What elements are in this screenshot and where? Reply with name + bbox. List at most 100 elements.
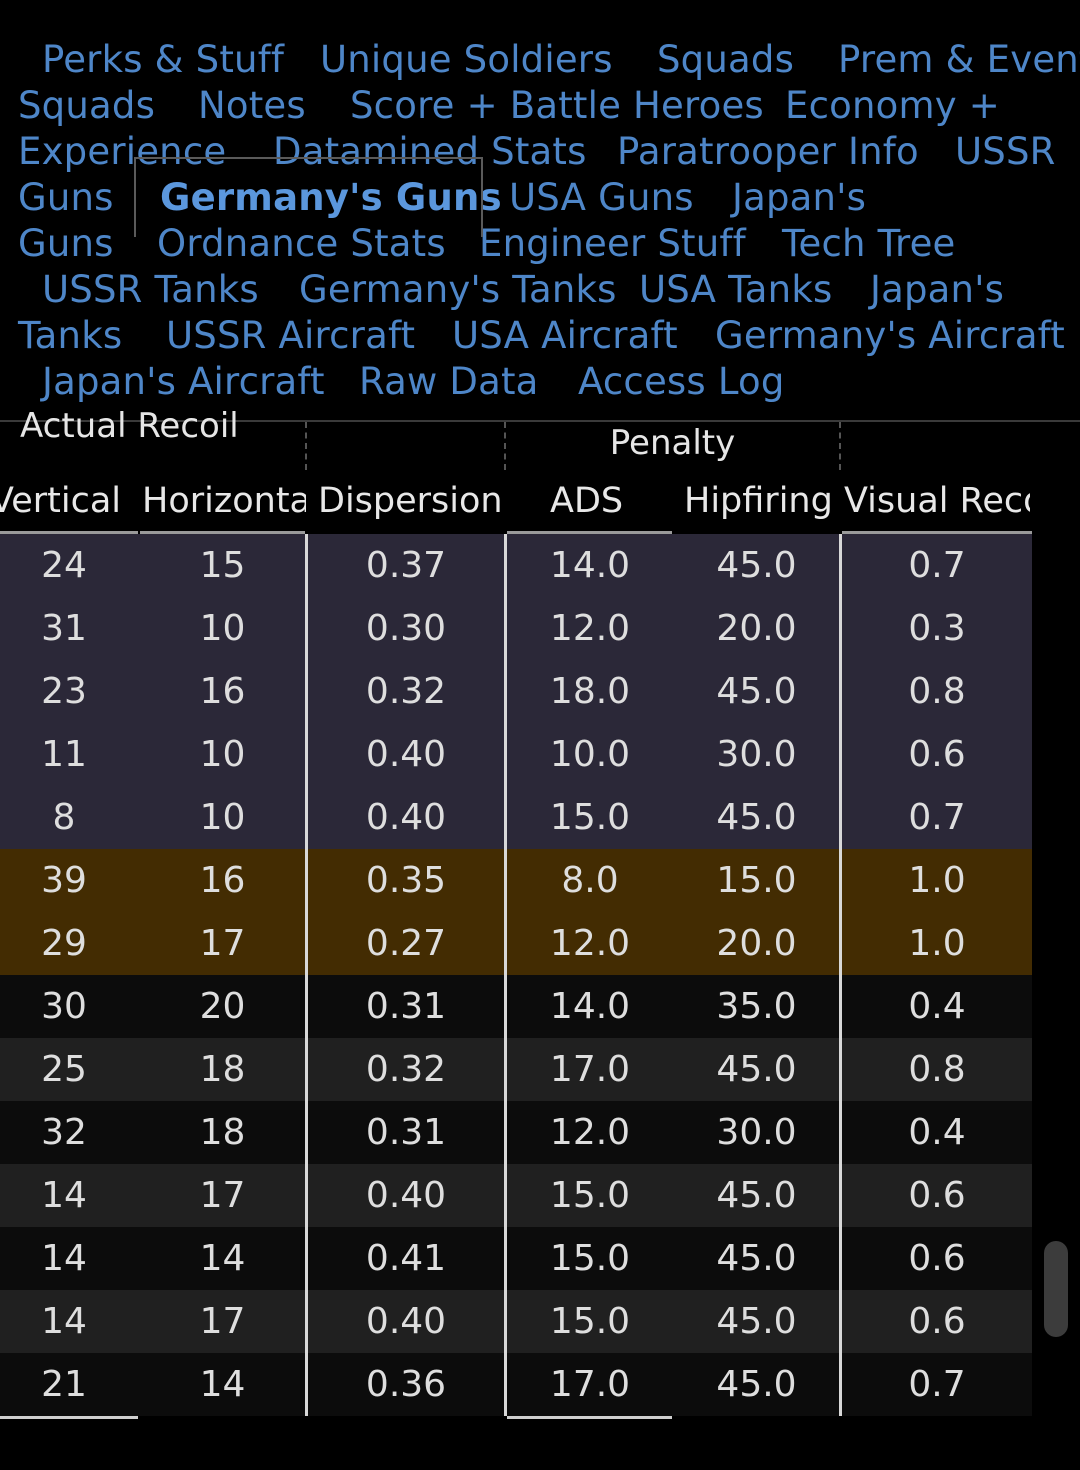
cell-hipfiring[interactable]: 45.0 — [716, 671, 797, 712]
cell-vertical[interactable]: 29 — [41, 923, 87, 964]
cell-dispersion[interactable]: 0.31 — [365, 986, 447, 1027]
cell-ads[interactable]: 12.0 — [549, 1112, 631, 1153]
table-row[interactable]: 23 16 0.32 18.0 45.0 0.8 — [0, 660, 1032, 723]
cell-vertical[interactable]: 8 — [52, 797, 76, 838]
cell-horizontal[interactable]: 14 — [199, 1238, 246, 1279]
cell-vertical[interactable]: 14 — [41, 1175, 87, 1216]
cell-visual-recoil[interactable]: 1.0 — [908, 923, 966, 964]
table-row[interactable]: 39 16 0.35 8.0 15.0 1.0 — [0, 849, 1032, 912]
cell-vertical[interactable]: 32 — [41, 1112, 87, 1153]
cell-ads[interactable]: 17.0 — [549, 1364, 631, 1405]
cell-hipfiring[interactable]: 45.0 — [716, 1175, 797, 1216]
cell-dispersion[interactable]: 0.40 — [365, 1301, 447, 1342]
cell-visual-recoil[interactable]: 0.4 — [908, 1112, 966, 1153]
cell-vertical[interactable]: 11 — [41, 734, 87, 775]
table-row[interactable]: 31 10 0.30 12.0 20.0 0.3 — [0, 597, 1032, 660]
cell-hipfiring[interactable]: 45.0 — [716, 1364, 797, 1405]
cell-horizontal[interactable]: 16 — [199, 860, 246, 901]
cell-vertical[interactable]: 30 — [41, 986, 87, 1027]
table-row[interactable]: 21 14 0.36 17.0 45.0 0.7 — [0, 1353, 1032, 1416]
tab-engineer-stuff[interactable]: Engineer Stuff — [479, 222, 746, 265]
vertical-scrollbar[interactable] — [1044, 1241, 1068, 1337]
table-row[interactable]: 24 15 0.37 14.0 45.0 0.7 — [0, 534, 1032, 597]
cell-dispersion[interactable]: 0.40 — [365, 797, 447, 838]
cell-dispersion[interactable]: 0.36 — [365, 1364, 447, 1405]
cell-dispersion[interactable]: 0.31 — [365, 1112, 447, 1153]
cell-dispersion[interactable]: 0.41 — [365, 1238, 447, 1279]
cell-horizontal[interactable]: 15 — [199, 545, 246, 586]
table-row[interactable]: 8 10 0.40 15.0 45.0 0.7 — [0, 786, 1032, 849]
cell-hipfiring[interactable]: 45.0 — [716, 1238, 797, 1279]
cell-horizontal[interactable]: 17 — [199, 1301, 246, 1342]
tab-perks-stuff[interactable]: Perks & Stuff — [42, 38, 285, 81]
cell-ads[interactable]: 8.0 — [561, 860, 619, 901]
cell-horizontal[interactable]: 17 — [199, 1175, 246, 1216]
table-row[interactable]: 11 10 0.40 10.0 30.0 0.6 — [0, 723, 1032, 786]
cell-visual-recoil[interactable]: 0.6 — [908, 1175, 966, 1216]
table-row[interactable]: 25 18 0.32 17.0 45.0 0.8 — [0, 1038, 1032, 1101]
cell-hipfiring[interactable]: 30.0 — [716, 1112, 797, 1153]
cell-hipfiring[interactable]: 15.0 — [716, 860, 797, 901]
tab-tech-tree[interactable]: Tech Tree — [782, 222, 956, 265]
tab-raw-data[interactable]: Raw Data — [359, 360, 539, 403]
tab-germany-s-guns[interactable]: Germany's Guns — [160, 176, 502, 219]
tab-ordnance-stats[interactable]: Ordnance Stats — [157, 222, 446, 265]
tab-unique-soldiers[interactable]: Unique Soldiers — [320, 38, 613, 81]
cell-ads[interactable]: 15.0 — [549, 1175, 631, 1216]
cell-ads[interactable]: 12.0 — [549, 923, 631, 964]
cell-vertical[interactable]: 23 — [41, 671, 87, 712]
tab-squads[interactable]: Squads — [18, 84, 156, 127]
table-row[interactable]: 14 17 0.40 15.0 45.0 0.6 — [0, 1290, 1032, 1353]
tab-usa-aircraft[interactable]: USA Aircraft — [452, 314, 678, 357]
tab-ussr[interactable]: USSR — [955, 130, 1056, 173]
table-row[interactable]: 29 17 0.27 12.0 20.0 1.0 — [0, 912, 1032, 975]
cell-hipfiring[interactable]: 45.0 — [716, 1301, 797, 1342]
column-header-hipfiring[interactable]: Hipfiring — [684, 481, 833, 521]
cell-ads[interactable]: 12.0 — [549, 608, 631, 649]
column-header-ads[interactable]: ADS — [550, 481, 624, 521]
cell-horizontal[interactable]: 10 — [199, 608, 246, 649]
cell-visual-recoil[interactable]: 0.7 — [908, 797, 966, 838]
cell-visual-recoil[interactable]: 0.7 — [908, 1364, 966, 1405]
column-header-vertical[interactable]: Vertical — [0, 481, 122, 521]
cell-vertical[interactable]: 21 — [41, 1364, 87, 1405]
cell-ads[interactable]: 14.0 — [549, 545, 631, 586]
cell-visual-recoil[interactable]: 1.0 — [908, 860, 966, 901]
tab-germany-s-tanks[interactable]: Germany's Tanks — [299, 268, 617, 311]
cell-visual-recoil[interactable]: 0.6 — [908, 1301, 966, 1342]
cell-hipfiring[interactable]: 30.0 — [716, 734, 797, 775]
tab-germany-s-aircraft[interactable]: Germany's Aircraft — [715, 314, 1065, 357]
tab-access-log[interactable]: Access Log — [578, 360, 785, 403]
cell-ads[interactable]: 10.0 — [549, 734, 631, 775]
cell-horizontal[interactable]: 17 — [199, 923, 246, 964]
cell-hipfiring[interactable]: 45.0 — [716, 797, 797, 838]
cell-vertical[interactable]: 14 — [41, 1301, 87, 1342]
cell-horizontal[interactable]: 10 — [199, 797, 246, 838]
table-row[interactable]: 14 14 0.41 15.0 45.0 0.6 — [0, 1227, 1032, 1290]
cell-ads[interactable]: 15.0 — [549, 797, 631, 838]
column-header-visual-recoil[interactable]: Visual Recoil — [844, 481, 1030, 521]
cell-ads[interactable]: 17.0 — [549, 1049, 631, 1090]
column-header-horizontal[interactable]: Horizontal — [142, 481, 306, 521]
cell-horizontal[interactable]: 18 — [199, 1049, 246, 1090]
cell-horizontal[interactable]: 14 — [199, 1364, 246, 1405]
cell-dispersion[interactable]: 0.40 — [365, 1175, 447, 1216]
table-row[interactable]: 14 17 0.40 15.0 45.0 0.6 — [0, 1164, 1032, 1227]
cell-horizontal[interactable]: 10 — [199, 734, 246, 775]
cell-ads[interactable]: 18.0 — [549, 671, 631, 712]
cell-vertical[interactable]: 14 — [41, 1238, 87, 1279]
cell-dispersion[interactable]: 0.32 — [365, 1049, 447, 1090]
cell-dispersion[interactable]: 0.35 — [365, 860, 447, 901]
tab-guns[interactable]: Guns — [18, 222, 114, 265]
tab-notes[interactable]: Notes — [198, 84, 306, 127]
tab-guns[interactable]: Guns — [18, 176, 114, 219]
cell-dispersion[interactable]: 0.40 — [365, 734, 447, 775]
cell-visual-recoil[interactable]: 0.6 — [908, 1238, 966, 1279]
tab-paratrooper-info[interactable]: Paratrooper Info — [617, 130, 919, 173]
tab-squads[interactable]: Squads — [657, 38, 795, 81]
tab-score-battle-heroes[interactable]: Score + Battle Heroes — [350, 84, 764, 127]
cell-horizontal[interactable]: 20 — [199, 986, 246, 1027]
table-row[interactable]: 30 20 0.31 14.0 35.0 0.4 — [0, 975, 1032, 1038]
tab-tanks[interactable]: Tanks — [18, 314, 123, 357]
tab-economy[interactable]: Economy + — [785, 84, 1000, 127]
